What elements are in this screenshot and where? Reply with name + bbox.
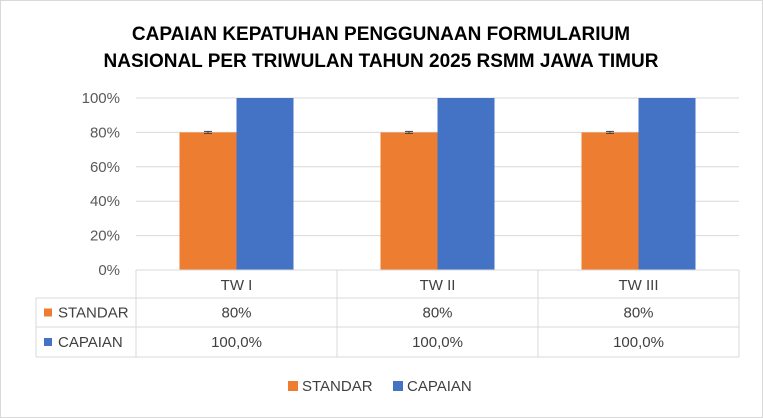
- bar-standar: [380, 132, 438, 270]
- legend-entry: CAPAIAN: [407, 378, 472, 395]
- data-label: 80%: [422, 305, 452, 322]
- data-table: TW I TW II TW III STANDAR 80% 80% 80% CAPAIAN 10…: [35, 269, 740, 358]
- chart-title-line-1: CAPAIAN KEPATUHAN PENGGUNAAN FORMULARIUM: [132, 24, 630, 45]
- table-legend-key: [44, 308, 52, 317]
- legend-key-standar: [288, 381, 298, 391]
- y-axis-ticks: 0% 20% 40% 60% 80% 100%: [82, 90, 120, 279]
- bar-capaian: [638, 98, 696, 270]
- y-tick-label: 40%: [90, 193, 120, 210]
- bar-standar: [581, 132, 639, 270]
- data-label: 100,0%: [211, 334, 262, 351]
- data-label: 100,0%: [613, 334, 664, 351]
- legend: STANDAR CAPAIAN: [288, 378, 472, 395]
- data-label: 80%: [623, 305, 653, 322]
- y-tick-label: 100%: [82, 90, 120, 107]
- bars: [179, 98, 696, 270]
- legend-key-capaian: [393, 381, 403, 391]
- y-tick-label: 0%: [98, 262, 120, 279]
- bar-capaian: [236, 98, 294, 270]
- bar-standar: [179, 132, 237, 270]
- y-tick-label: 60%: [90, 159, 120, 176]
- bar-capaian: [437, 98, 495, 270]
- y-tick-label: 20%: [90, 228, 120, 245]
- table-series-label: STANDAR: [58, 305, 129, 322]
- legend-entry: STANDAR: [302, 378, 373, 395]
- y-tick-label: 80%: [90, 124, 120, 141]
- data-label: 80%: [221, 305, 251, 322]
- table-legend-key: [44, 338, 52, 346]
- table-series-label: CAPAIAN: [58, 334, 123, 351]
- x-tick-label: TW II: [420, 277, 456, 294]
- chart-title-line-2: NASIONAL PER TRIWULAN TAHUN 2025 RSMM JA…: [104, 51, 659, 72]
- x-tick-label: TW I: [221, 277, 253, 294]
- x-tick-label: TW III: [619, 277, 659, 294]
- data-label: 100,0%: [412, 334, 463, 351]
